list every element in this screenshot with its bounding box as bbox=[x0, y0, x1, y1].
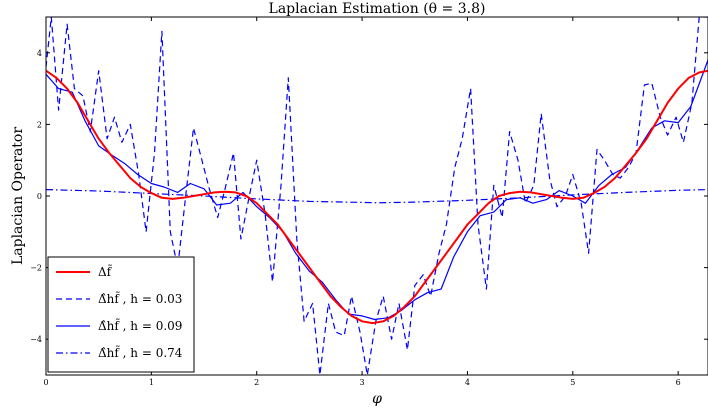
y-tick-label: 0 bbox=[37, 192, 42, 201]
series-line-3 bbox=[46, 189, 708, 204]
x-tick-label: 6 bbox=[676, 378, 681, 387]
legend: Δf̃ Δ̂hf̃ , h = 0.03 Δ̂hf̃ , h = 0.09 Δ̂hf̃… bbox=[47, 256, 195, 373]
series-line-2 bbox=[46, 59, 708, 321]
chart-title: Laplacian Estimation (θ = 3.8) bbox=[269, 1, 486, 17]
y-tick-label: −4 bbox=[30, 335, 42, 344]
x-tick-label: 4 bbox=[465, 378, 470, 387]
x-tick-label: 2 bbox=[254, 378, 259, 387]
series-line-1 bbox=[46, 17, 708, 375]
x-axis-label: φ bbox=[372, 391, 382, 407]
series-line-0 bbox=[46, 69, 708, 325]
y-tick-label: 4 bbox=[37, 49, 42, 58]
legend-label-1: Δ̂hf̃ , h = 0.03 bbox=[98, 290, 182, 306]
legend-label-0: Δf̃ bbox=[98, 263, 113, 279]
legend-label-2: Δ̂hf̃ , h = 0.09 bbox=[98, 317, 182, 333]
y-tick-label: −2 bbox=[30, 264, 42, 273]
x-tick-label: 1 bbox=[149, 378, 154, 387]
series-layer bbox=[46, 17, 708, 375]
x-tick-label: 5 bbox=[570, 378, 575, 387]
legend-label-3: Δ̂hf̃ , h = 0.74 bbox=[98, 344, 183, 360]
y-axis-label: Laplacian Operator bbox=[10, 127, 26, 265]
x-tick-label: 0 bbox=[43, 378, 48, 387]
y-tick-label: 2 bbox=[37, 120, 42, 129]
x-tick-label: 3 bbox=[360, 378, 365, 387]
ticks-layer: 0 1 2 3 4 5 6 4 2 0 −2 −4 bbox=[30, 17, 708, 387]
